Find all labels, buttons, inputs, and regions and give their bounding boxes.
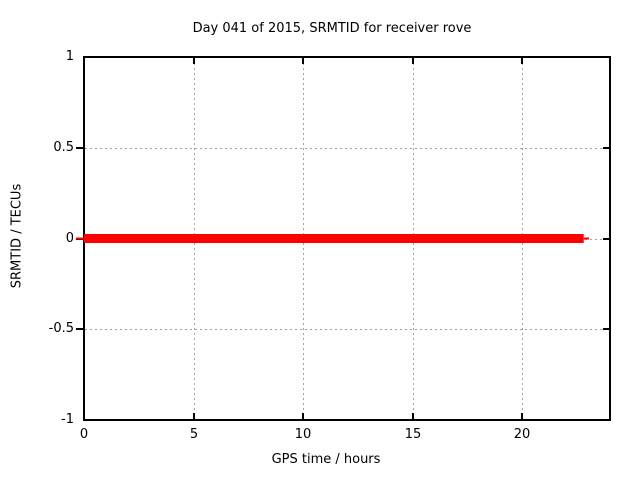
y-tick-left xyxy=(76,147,83,149)
x-tick-top xyxy=(302,58,304,64)
x-tick-top xyxy=(193,58,195,64)
y-tick-label: 0 xyxy=(65,231,74,246)
x-tick-label: 5 xyxy=(189,427,199,442)
y-gridline xyxy=(85,329,609,330)
y-tick-label: -0.5 xyxy=(48,321,74,336)
y-tick-label: 0.5 xyxy=(53,140,74,155)
x-tick-label: 10 xyxy=(294,427,312,442)
x-tick-label: 0 xyxy=(79,427,89,442)
y-tick-left xyxy=(76,328,83,330)
x-tick-bottom xyxy=(521,413,523,419)
y-tick-right xyxy=(603,328,609,330)
chart-title: Day 041 of 2015, SRMTID for receiver rov… xyxy=(192,21,472,36)
x-tick-bottom xyxy=(302,413,304,419)
x-tick-top xyxy=(521,58,523,64)
x-tick-top xyxy=(412,58,414,64)
y-tick-right xyxy=(603,147,609,149)
y-gridline xyxy=(85,148,609,149)
x-tick-bottom xyxy=(193,413,195,419)
x-axis-label: GPS time / hours xyxy=(271,452,381,467)
x-tick-label: 20 xyxy=(513,427,531,442)
y-tick-label: -1 xyxy=(61,412,74,427)
x-tick-label: 15 xyxy=(404,427,422,442)
x-tick-bottom xyxy=(412,413,414,419)
y-tick-right xyxy=(603,238,609,240)
y-tick-label: 1 xyxy=(65,49,74,64)
